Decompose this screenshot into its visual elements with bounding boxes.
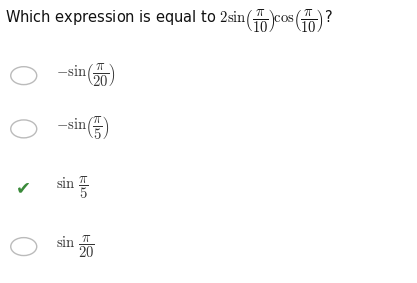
Text: $-\sin\!\left(\dfrac{\pi}{5}\right)$: $-\sin\!\left(\dfrac{\pi}{5}\right)$: [56, 115, 110, 142]
Text: Which expression is equal to $2\sin\!\left(\dfrac{\pi}{10}\right)\!\cos\!\left(\: Which expression is equal to $2\sin\!\le…: [5, 8, 333, 35]
Text: $\sin\,\dfrac{\pi}{5}$: $\sin\,\dfrac{\pi}{5}$: [56, 174, 89, 201]
Text: $-\sin\!\left(\dfrac{\pi}{20}\right)$: $-\sin\!\left(\dfrac{\pi}{20}\right)$: [56, 62, 116, 89]
Text: ✔: ✔: [16, 179, 31, 197]
Text: $\sin\,\dfrac{\pi}{20}$: $\sin\,\dfrac{\pi}{20}$: [56, 233, 95, 260]
